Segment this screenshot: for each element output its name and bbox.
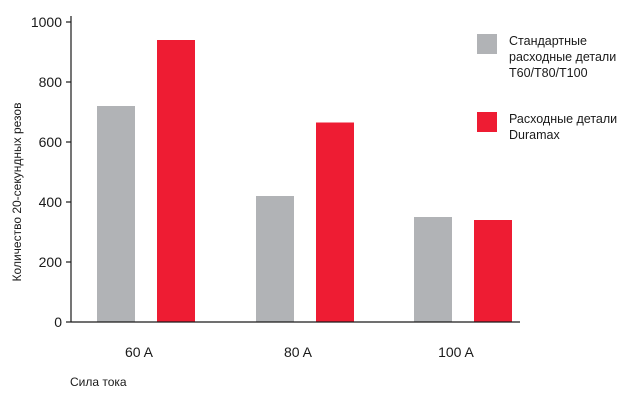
axes-group [70, 16, 520, 323]
bars-group [97, 40, 512, 322]
legend-label-duramax: Расходные детали Duramax [509, 112, 617, 142]
bar-standard-2 [414, 217, 452, 322]
bar-standard-1 [256, 196, 294, 322]
bar-duramax-2 [474, 220, 512, 322]
bar-standard-0 [97, 106, 135, 322]
legend-label-standard: Стандартные расходные детали T60/T80/T100 [509, 34, 616, 80]
y-axis-title: Количество 20-секундных резов [10, 103, 24, 282]
legend-swatch-standard [477, 34, 497, 54]
y-tick-label-0: 0 [54, 314, 62, 330]
legend: Стандартные расходные детали T60/T80/T100 Р… [477, 34, 617, 142]
x-category-label-2: 100 A [438, 344, 474, 360]
y-tick-label-1: 200 [39, 254, 63, 270]
x-axis-title: Сила тока [70, 375, 127, 389]
x-categories-group: 60 A 80 A 100 A [125, 344, 475, 360]
y-ticks-group: 0 200 400 600 800 1000 [31, 14, 71, 330]
y-tick-label-3: 600 [39, 134, 63, 150]
y-tick-label-5: 1000 [31, 14, 62, 30]
x-category-label-1: 80 A [284, 344, 313, 360]
x-category-label-0: 60 A [125, 344, 154, 360]
bar-duramax-1 [316, 122, 354, 322]
y-tick-label-2: 400 [39, 194, 63, 210]
bar-duramax-0 [157, 40, 195, 322]
y-tick-label-4: 800 [39, 74, 63, 90]
legend-swatch-duramax [477, 112, 497, 132]
